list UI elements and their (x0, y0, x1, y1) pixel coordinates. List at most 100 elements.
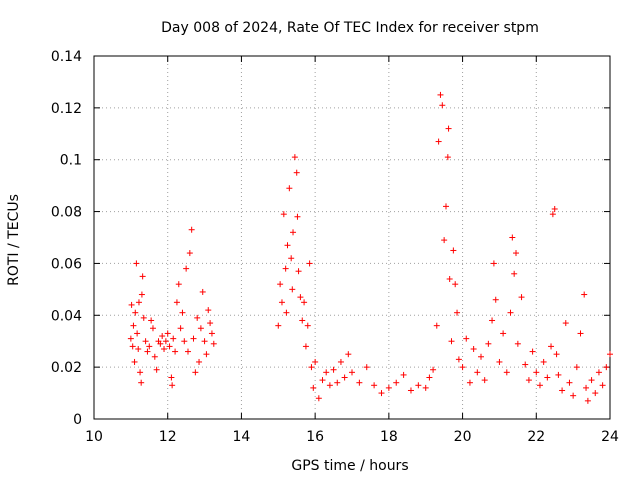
data-point (478, 353, 484, 360)
data-point (481, 377, 488, 384)
data-point (166, 343, 173, 350)
data-point (503, 369, 510, 376)
data-point (507, 309, 514, 316)
data-point (455, 356, 462, 363)
data-point (151, 353, 158, 360)
data-point (441, 237, 448, 244)
x-tick-label: 20 (454, 429, 472, 445)
data-point (308, 364, 315, 371)
plot-frame (93, 55, 611, 420)
data-point (186, 250, 193, 257)
data-point (140, 314, 147, 321)
data-point (297, 294, 304, 301)
data-point (500, 330, 507, 337)
data-point (131, 358, 138, 365)
data-point (583, 384, 590, 391)
data-point (284, 242, 291, 249)
data-point (169, 382, 176, 389)
data-point (144, 348, 151, 355)
data-point (139, 273, 146, 280)
data-point (349, 369, 355, 376)
data-point (553, 351, 560, 358)
data-point (603, 364, 610, 371)
data-point (492, 296, 499, 303)
data-point (459, 364, 466, 371)
data-point (291, 154, 298, 161)
x-tick-label: 14 (233, 429, 251, 445)
data-point (205, 307, 212, 314)
data-point (172, 348, 179, 355)
data-point (581, 291, 588, 298)
data-point (162, 338, 169, 345)
data-point (371, 382, 378, 389)
data-point (485, 340, 492, 347)
data-point (293, 169, 300, 176)
data-point (577, 330, 584, 337)
data-point (319, 377, 326, 384)
x-tick-labels: 10 12 14 16 18 20 22 24 (85, 429, 619, 445)
grid-lines (94, 56, 610, 419)
data-point (142, 338, 149, 345)
data-point (299, 317, 306, 324)
data-point (148, 317, 155, 324)
data-point (132, 309, 139, 316)
x-tick-label: 22 (527, 429, 545, 445)
data-point (595, 369, 602, 376)
data-point (290, 229, 297, 236)
data-point (288, 255, 295, 262)
data-point (430, 366, 437, 373)
data-point (181, 338, 188, 345)
y-tick-labels: 0 0.02 0.04 0.06 0.08 0.1 0.12 0.14 (51, 49, 82, 428)
data-point (153, 366, 160, 373)
data-point (289, 286, 296, 293)
data-point (179, 309, 186, 316)
data-point (203, 351, 210, 358)
data-point (518, 294, 525, 301)
y-tick-label: 0.1 (60, 153, 82, 169)
data-point (210, 340, 217, 347)
data-point (208, 330, 215, 337)
data-point (127, 335, 134, 342)
data-point (196, 358, 203, 365)
data-point (199, 288, 206, 295)
data-point (149, 325, 156, 332)
data-point (177, 325, 184, 332)
data-point (435, 138, 442, 145)
data-point (168, 374, 175, 381)
data-point (323, 369, 330, 376)
data-point (393, 379, 400, 386)
data-point (161, 345, 168, 352)
data-point (363, 364, 370, 371)
data-point (330, 366, 337, 373)
data-point (304, 322, 311, 329)
data-point (439, 102, 446, 109)
data-point (448, 338, 455, 345)
data-point (306, 260, 313, 267)
data-point (164, 330, 171, 337)
data-point (426, 374, 433, 381)
data-point (433, 322, 440, 329)
data-point (489, 317, 496, 324)
data-point (173, 299, 180, 306)
data-point (170, 335, 177, 342)
data-point (511, 270, 518, 277)
data-point (183, 265, 190, 272)
data-point (452, 281, 459, 288)
y-tick-label: 0.02 (51, 360, 82, 376)
data-point (513, 250, 520, 257)
data-point (573, 364, 580, 371)
y-tick-label: 0.14 (51, 49, 82, 65)
data-point (496, 358, 503, 365)
y-tick-label: 0.04 (51, 308, 82, 324)
data-point (422, 384, 429, 391)
data-point (566, 379, 573, 386)
data-point (310, 384, 317, 391)
data-point (341, 374, 348, 381)
data-point (588, 377, 595, 384)
data-point (301, 299, 308, 306)
data-point (509, 234, 516, 241)
data-point (549, 211, 556, 218)
data-point (522, 361, 529, 368)
data-point (466, 379, 473, 386)
